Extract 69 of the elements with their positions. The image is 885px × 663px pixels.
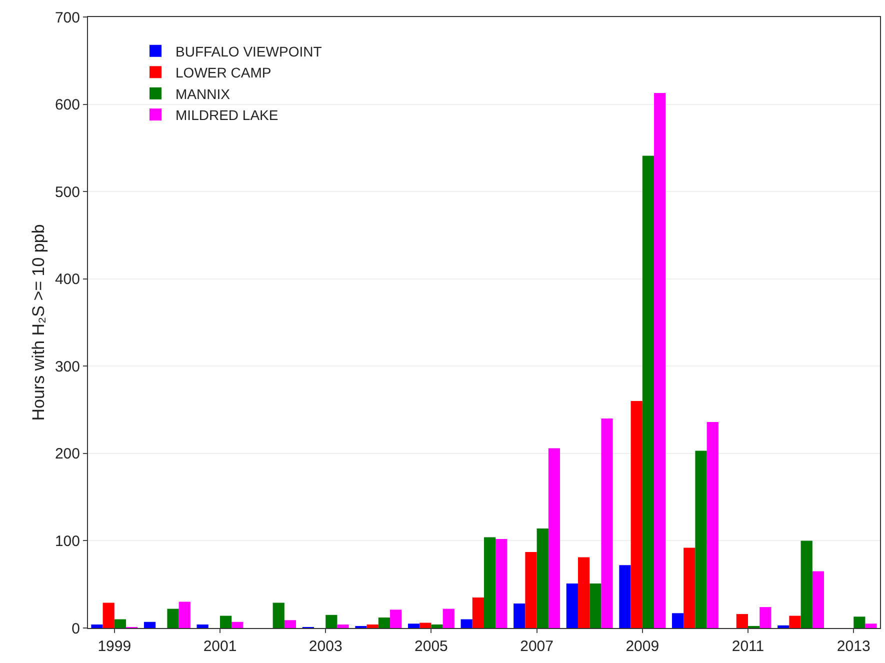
bar — [812, 571, 824, 628]
bar — [91, 624, 103, 628]
y-axis-title: Hours with H₂S >= 10 ppb — [29, 224, 48, 421]
bar — [695, 450, 707, 628]
x-tick-label: 2001 — [203, 638, 237, 655]
bar — [102, 602, 114, 628]
bar — [736, 614, 748, 628]
legend-label: BUFFALO VIEWPOINT — [176, 43, 322, 60]
y-tick-label: 0 — [72, 620, 80, 638]
bar — [431, 624, 443, 628]
bar — [167, 608, 179, 628]
y-tick-label: 400 — [54, 271, 80, 288]
bar — [684, 548, 696, 628]
bar — [578, 557, 590, 628]
bar — [672, 613, 684, 628]
bar — [460, 619, 472, 628]
y-tick-label: 200 — [54, 446, 80, 463]
bar — [472, 597, 484, 628]
x-tick-label: 2013 — [836, 638, 870, 655]
bar — [654, 92, 666, 628]
bar — [789, 616, 801, 628]
bar — [408, 624, 420, 628]
legend-label: MILDRED LAKE — [176, 106, 278, 123]
x-tick-label: 2005 — [414, 638, 448, 655]
bar — [114, 619, 126, 628]
bar — [337, 624, 349, 628]
bar — [366, 624, 378, 628]
bar — [442, 608, 454, 628]
bar — [178, 602, 190, 628]
bar — [760, 607, 772, 628]
bar — [525, 552, 537, 628]
bar — [854, 616, 866, 628]
x-tick-label: 2011 — [732, 638, 764, 655]
bar — [630, 401, 642, 628]
bar — [642, 156, 654, 628]
bar — [378, 618, 390, 628]
bar — [865, 624, 877, 628]
y-tick-label: 500 — [54, 184, 80, 201]
bar — [706, 422, 718, 628]
bar — [272, 602, 284, 628]
bar — [778, 625, 790, 628]
legend-label: MANNIX — [176, 86, 231, 102]
bar — [326, 614, 338, 628]
bar — [232, 622, 244, 628]
bar — [619, 565, 631, 628]
bar — [390, 610, 402, 628]
bar — [196, 624, 208, 628]
bar — [590, 583, 602, 628]
x-tick-label: 2009 — [626, 638, 660, 655]
bar — [800, 540, 812, 628]
bar — [496, 538, 508, 628]
y-tick-label: 600 — [54, 96, 80, 114]
bar — [144, 622, 156, 628]
bar — [220, 616, 232, 628]
x-tick-label: 1999 — [98, 638, 132, 655]
legend-label: LOWER CAMP — [176, 64, 272, 81]
bar — [514, 604, 526, 628]
bar — [548, 448, 560, 628]
bar — [420, 622, 432, 628]
bar — [601, 418, 613, 628]
bar — [484, 537, 496, 628]
y-tick-label: 100 — [54, 532, 80, 550]
x-tick-label: 2003 — [308, 638, 342, 655]
bar — [284, 620, 296, 628]
x-tick-label: 2007 — [520, 638, 554, 655]
bar — [536, 528, 548, 628]
bar — [566, 583, 578, 628]
y-tick-label: 300 — [54, 358, 80, 376]
y-tick-label: 700 — [54, 9, 80, 26]
